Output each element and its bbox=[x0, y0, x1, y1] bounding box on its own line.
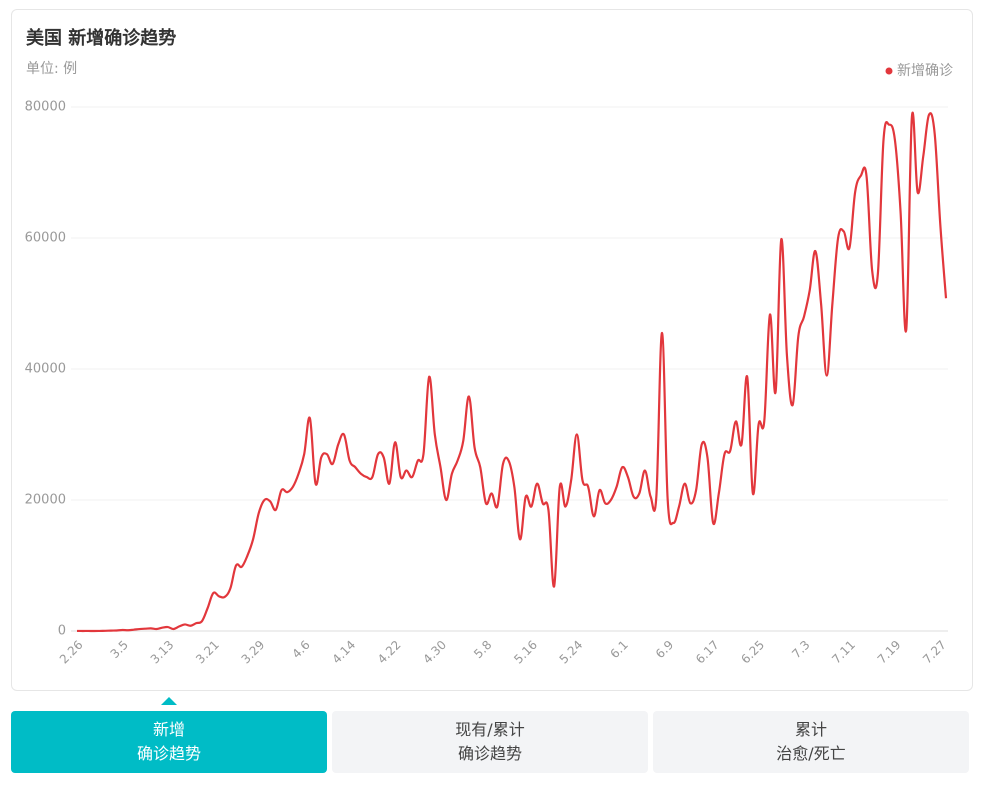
chart-title: 美国 新增确诊趋势 bbox=[26, 27, 176, 49]
y-tick-label: 20000 bbox=[25, 493, 66, 508]
chart-card bbox=[11, 9, 973, 691]
legend-marker bbox=[885, 67, 893, 75]
x-tick-label: 4.6 bbox=[289, 638, 312, 661]
tab[interactable]: 新增 确诊趋势 bbox=[11, 711, 327, 773]
tab-label: 确诊趋势 bbox=[457, 744, 522, 763]
chart: 美国 新增确诊趋势 单位: 例 0 20000 40000 60000 80000 2.2… bbox=[25, 27, 953, 705]
tab[interactable]: 现有/累计确诊趋势 bbox=[332, 711, 648, 773]
x-tick-label: 7.19 bbox=[875, 638, 904, 667]
y-tick-label: 80000 bbox=[25, 100, 66, 115]
x-tick-label: 3.13 bbox=[148, 638, 177, 667]
tab[interactable]: 累计治愈/死亡 bbox=[653, 711, 969, 773]
tab-label: 累计 bbox=[794, 720, 827, 739]
x-tick-label: 7.3 bbox=[789, 638, 812, 661]
tab-label: 治愈/死亡 bbox=[776, 744, 846, 763]
series-line bbox=[76, 111, 948, 633]
x-tick-label: 3.5 bbox=[108, 638, 131, 661]
x-tick-label: 3.21 bbox=[193, 638, 222, 667]
x-tick-label: 5.8 bbox=[471, 638, 494, 661]
x-tick-label: 4.14 bbox=[329, 638, 358, 667]
x-tick-label: 2.26 bbox=[57, 638, 86, 667]
x-tick-label: 4.30 bbox=[420, 638, 449, 667]
chart-subtitle: 单位: 例 bbox=[26, 61, 77, 77]
x-tick-label: 3.29 bbox=[239, 638, 268, 667]
tab-label: 确诊趋势 bbox=[136, 744, 201, 763]
y-tick-label: 60000 bbox=[25, 231, 66, 246]
tab-pointer bbox=[161, 697, 177, 705]
y-tick-label: 40000 bbox=[25, 362, 66, 377]
x-tick-label: 6.1 bbox=[607, 638, 630, 661]
x-tick-label: 6.17 bbox=[693, 638, 722, 667]
x-tick-label: 7.11 bbox=[829, 638, 858, 667]
x-tick-label: 5.24 bbox=[557, 638, 586, 667]
x-tick-label: 5.16 bbox=[511, 638, 540, 667]
legend-label: 新增确诊 bbox=[897, 63, 953, 79]
tab-label: 现有/累计 bbox=[455, 720, 525, 739]
y-tick-label: 0 bbox=[58, 624, 66, 639]
x-tick-label: 6.25 bbox=[738, 638, 767, 667]
tab-label: 新增 bbox=[152, 720, 185, 739]
x-tick-label: 6.9 bbox=[653, 638, 676, 661]
x-tick-label: 7.27 bbox=[920, 638, 949, 667]
x-tick-label: 4.22 bbox=[375, 638, 404, 667]
